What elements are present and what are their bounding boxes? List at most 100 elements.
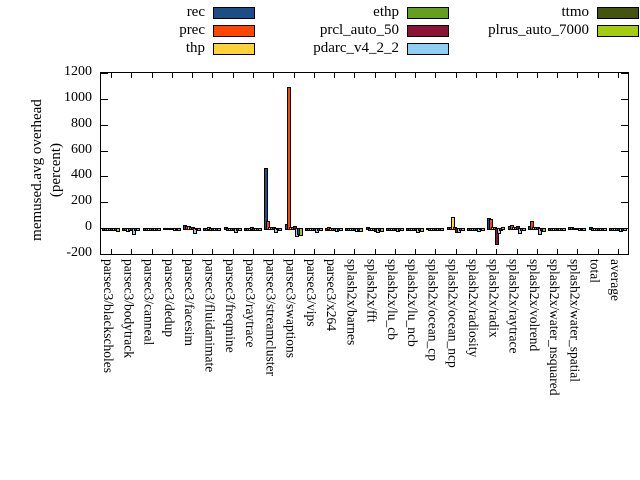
x-category-label: parsec3/fluidanimate (202, 259, 218, 373)
x-axis-tick (313, 73, 315, 78)
y-tick-label: 800 (71, 115, 92, 131)
x-axis-tick (394, 73, 396, 78)
bar-plrus_auto_7000 (278, 228, 282, 232)
x-axis-tick (131, 249, 133, 254)
y-axis-tick (621, 73, 628, 74)
x-axis-tick (171, 249, 173, 254)
y-axis-tick (621, 176, 628, 178)
legend-swatch-ethp (407, 7, 449, 19)
x-axis-tick (597, 249, 599, 254)
y-axis-tick (101, 73, 108, 74)
legend-label-pdarc_v4_2_2: pdarc_v4_2_2 (313, 40, 399, 56)
x-category-label: splash2x/lu_ncb (405, 259, 421, 347)
x-axis-tick (435, 73, 437, 78)
x-axis-tick (253, 249, 255, 254)
y-tick-label: 200 (71, 193, 92, 209)
legend-swatch-prcl_auto_50 (407, 25, 449, 37)
y-axis-tick (101, 202, 108, 204)
x-axis-tick (557, 249, 559, 254)
x-category-label: parsec3/vips (303, 259, 319, 327)
x-axis-tick (192, 249, 194, 254)
y-axis-tick (621, 202, 628, 204)
bar-plrus_auto_7000 (501, 226, 505, 231)
bar-plrus_auto_7000 (623, 228, 627, 232)
x-category-label: splash2x/lu_cb (384, 259, 400, 340)
x-axis-tick (334, 249, 336, 254)
x-axis-tick (435, 249, 437, 254)
x-category-label: parsec3/bodytrack (121, 259, 137, 358)
bar-plrus_auto_7000 (542, 228, 546, 232)
legend-label-thp: thp (185, 40, 205, 56)
y-tick-label: 0 (85, 219, 92, 235)
x-category-label: splash2x/water_spatial (567, 259, 583, 382)
x-axis-tick (374, 73, 376, 78)
x-axis-tick (212, 73, 214, 78)
x-category-label: parsec3/facesim (182, 259, 198, 346)
legend-label-prec: prec (179, 22, 205, 38)
x-axis-tick (293, 73, 295, 78)
bar-plrus_auto_7000 (238, 228, 242, 232)
x-axis-tick (496, 249, 498, 254)
bar-plrus_auto_7000 (380, 228, 384, 232)
legend-label-ethp: ethp (373, 4, 399, 20)
bar-plrus_auto_7000 (481, 228, 485, 232)
x-axis-tick (151, 249, 153, 254)
x-axis-tick (253, 73, 255, 78)
x-axis-tick (617, 73, 619, 78)
bar-plrus_auto_7000 (136, 228, 140, 232)
legend-swatch-prec (213, 25, 255, 37)
y-axis-tick (101, 254, 108, 255)
x-axis-tick (212, 249, 214, 254)
bar-plrus_auto_7000 (562, 228, 566, 231)
bar-plrus_auto_7000 (116, 228, 120, 232)
x-category-label: splash2x/volrend (526, 259, 542, 352)
x-category-label: splash2x/radix (486, 259, 502, 338)
x-axis-tick (557, 73, 559, 78)
x-axis-tick (111, 249, 113, 254)
bar-plrus_auto_7000 (177, 228, 181, 231)
x-axis-tick (374, 249, 376, 254)
y-axis-tick (101, 124, 108, 126)
x-category-label: parsec3/swaptions (283, 259, 299, 358)
y-tick-label: 600 (71, 141, 92, 157)
x-axis-tick (273, 249, 275, 254)
x-axis-tick (313, 249, 315, 254)
y-axis-tick (621, 150, 628, 152)
x-axis-tick (354, 249, 356, 254)
x-axis-tick (415, 73, 417, 78)
x-axis-tick (334, 73, 336, 78)
x-category-label: parsec3/x264 (324, 259, 340, 331)
bar-plrus_auto_7000 (522, 228, 526, 232)
x-axis-tick (577, 73, 579, 78)
y-tick-label: 1000 (64, 89, 92, 105)
x-axis-tick (232, 73, 234, 78)
x-axis-tick (151, 73, 153, 78)
legend-label-plrus_auto_7000: plrus_auto_7000 (488, 22, 589, 38)
y-tick-label: 1200 (64, 64, 92, 79)
bar-plrus_auto_7000 (197, 228, 201, 231)
x-axis-tick (536, 73, 538, 78)
y-axis-tick (621, 98, 628, 100)
x-axis-tick (455, 249, 457, 254)
x-axis-tick (455, 73, 457, 78)
y-axis-tick (101, 150, 108, 152)
x-category-label: parsec3/streamcluster (263, 259, 279, 376)
x-category-label: splash2x/radiosity (465, 259, 481, 358)
x-axis-tick (293, 249, 295, 254)
x-category-label: parsec3/blackscholes (101, 259, 117, 373)
x-axis-tick (415, 249, 417, 254)
bar-plrus_auto_7000 (319, 228, 323, 232)
x-axis-tick (171, 73, 173, 78)
y-axis-tick (621, 124, 628, 126)
legend-label-ttmo: ttmo (561, 4, 589, 20)
x-axis-tick (232, 249, 234, 254)
x-category-label: parsec3/canneal (141, 259, 157, 346)
x-axis-tick (394, 249, 396, 254)
y-axis-tick (101, 176, 108, 178)
x-category-label: splash2x/ocean_ncp (445, 259, 461, 368)
x-category-label: average (607, 259, 623, 301)
y-tick-label: 400 (71, 167, 92, 183)
plot-area (100, 72, 629, 255)
x-axis-tick (111, 73, 113, 78)
